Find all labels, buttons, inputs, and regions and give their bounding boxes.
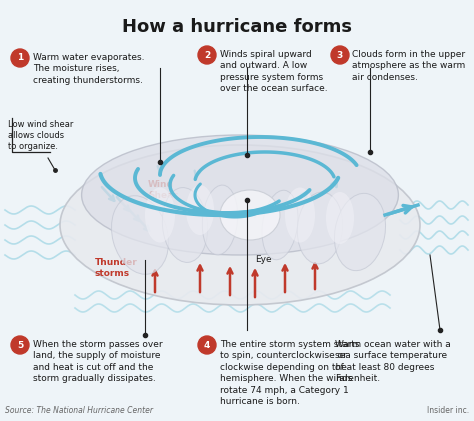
Text: Source: The National Hurricane Center: Source: The National Hurricane Center [5, 406, 153, 415]
Ellipse shape [297, 192, 343, 264]
Circle shape [11, 49, 29, 67]
Ellipse shape [285, 187, 315, 242]
Ellipse shape [335, 193, 385, 271]
Circle shape [198, 336, 216, 354]
Ellipse shape [163, 188, 208, 262]
Text: Warm ocean water with a
sea surface temperature
of at least 80 degrees
Farenheit: Warm ocean water with a sea surface temp… [335, 340, 451, 384]
Text: 2: 2 [204, 51, 210, 59]
Ellipse shape [82, 135, 399, 255]
Text: Warm water evaporates.
The moisture rises,
creating thunderstorms.: Warm water evaporates. The moisture rise… [33, 53, 145, 85]
Text: Winds spiral upward
and outward. A low
pressure system forms
over the ocean surf: Winds spiral upward and outward. A low p… [220, 50, 328, 93]
Ellipse shape [326, 192, 354, 244]
Text: The entire storm system starts
to spin, counterclockwise or
clockwise depending : The entire storm system starts to spin, … [220, 340, 359, 406]
Circle shape [198, 46, 216, 64]
Text: Eye: Eye [255, 256, 272, 264]
Text: 4: 4 [204, 341, 210, 349]
Text: Clouds form in the upper
atmosphere as the warm
air condenses.: Clouds form in the upper atmosphere as t… [352, 50, 465, 82]
Ellipse shape [60, 145, 420, 305]
Text: 1: 1 [17, 53, 23, 62]
Text: How a hurricane forms: How a hurricane forms [122, 18, 352, 36]
Text: 5: 5 [17, 341, 23, 349]
Text: Wind
Shear: Wind Shear [148, 180, 178, 200]
Ellipse shape [111, 196, 169, 274]
Circle shape [331, 46, 349, 64]
Ellipse shape [202, 185, 237, 255]
Text: Low wind shear
allows clouds
to organize.: Low wind shear allows clouds to organize… [8, 120, 73, 151]
Ellipse shape [186, 185, 214, 235]
Text: When the storm passes over
land, the supply of moisture
and heat is cut off and : When the storm passes over land, the sup… [33, 340, 163, 384]
Ellipse shape [145, 187, 175, 242]
Text: 3: 3 [337, 51, 343, 59]
Ellipse shape [220, 190, 280, 240]
Text: Thunder
storms: Thunder storms [95, 258, 138, 278]
Ellipse shape [262, 190, 298, 260]
Circle shape [11, 336, 29, 354]
Text: Insider inc.: Insider inc. [427, 406, 469, 415]
